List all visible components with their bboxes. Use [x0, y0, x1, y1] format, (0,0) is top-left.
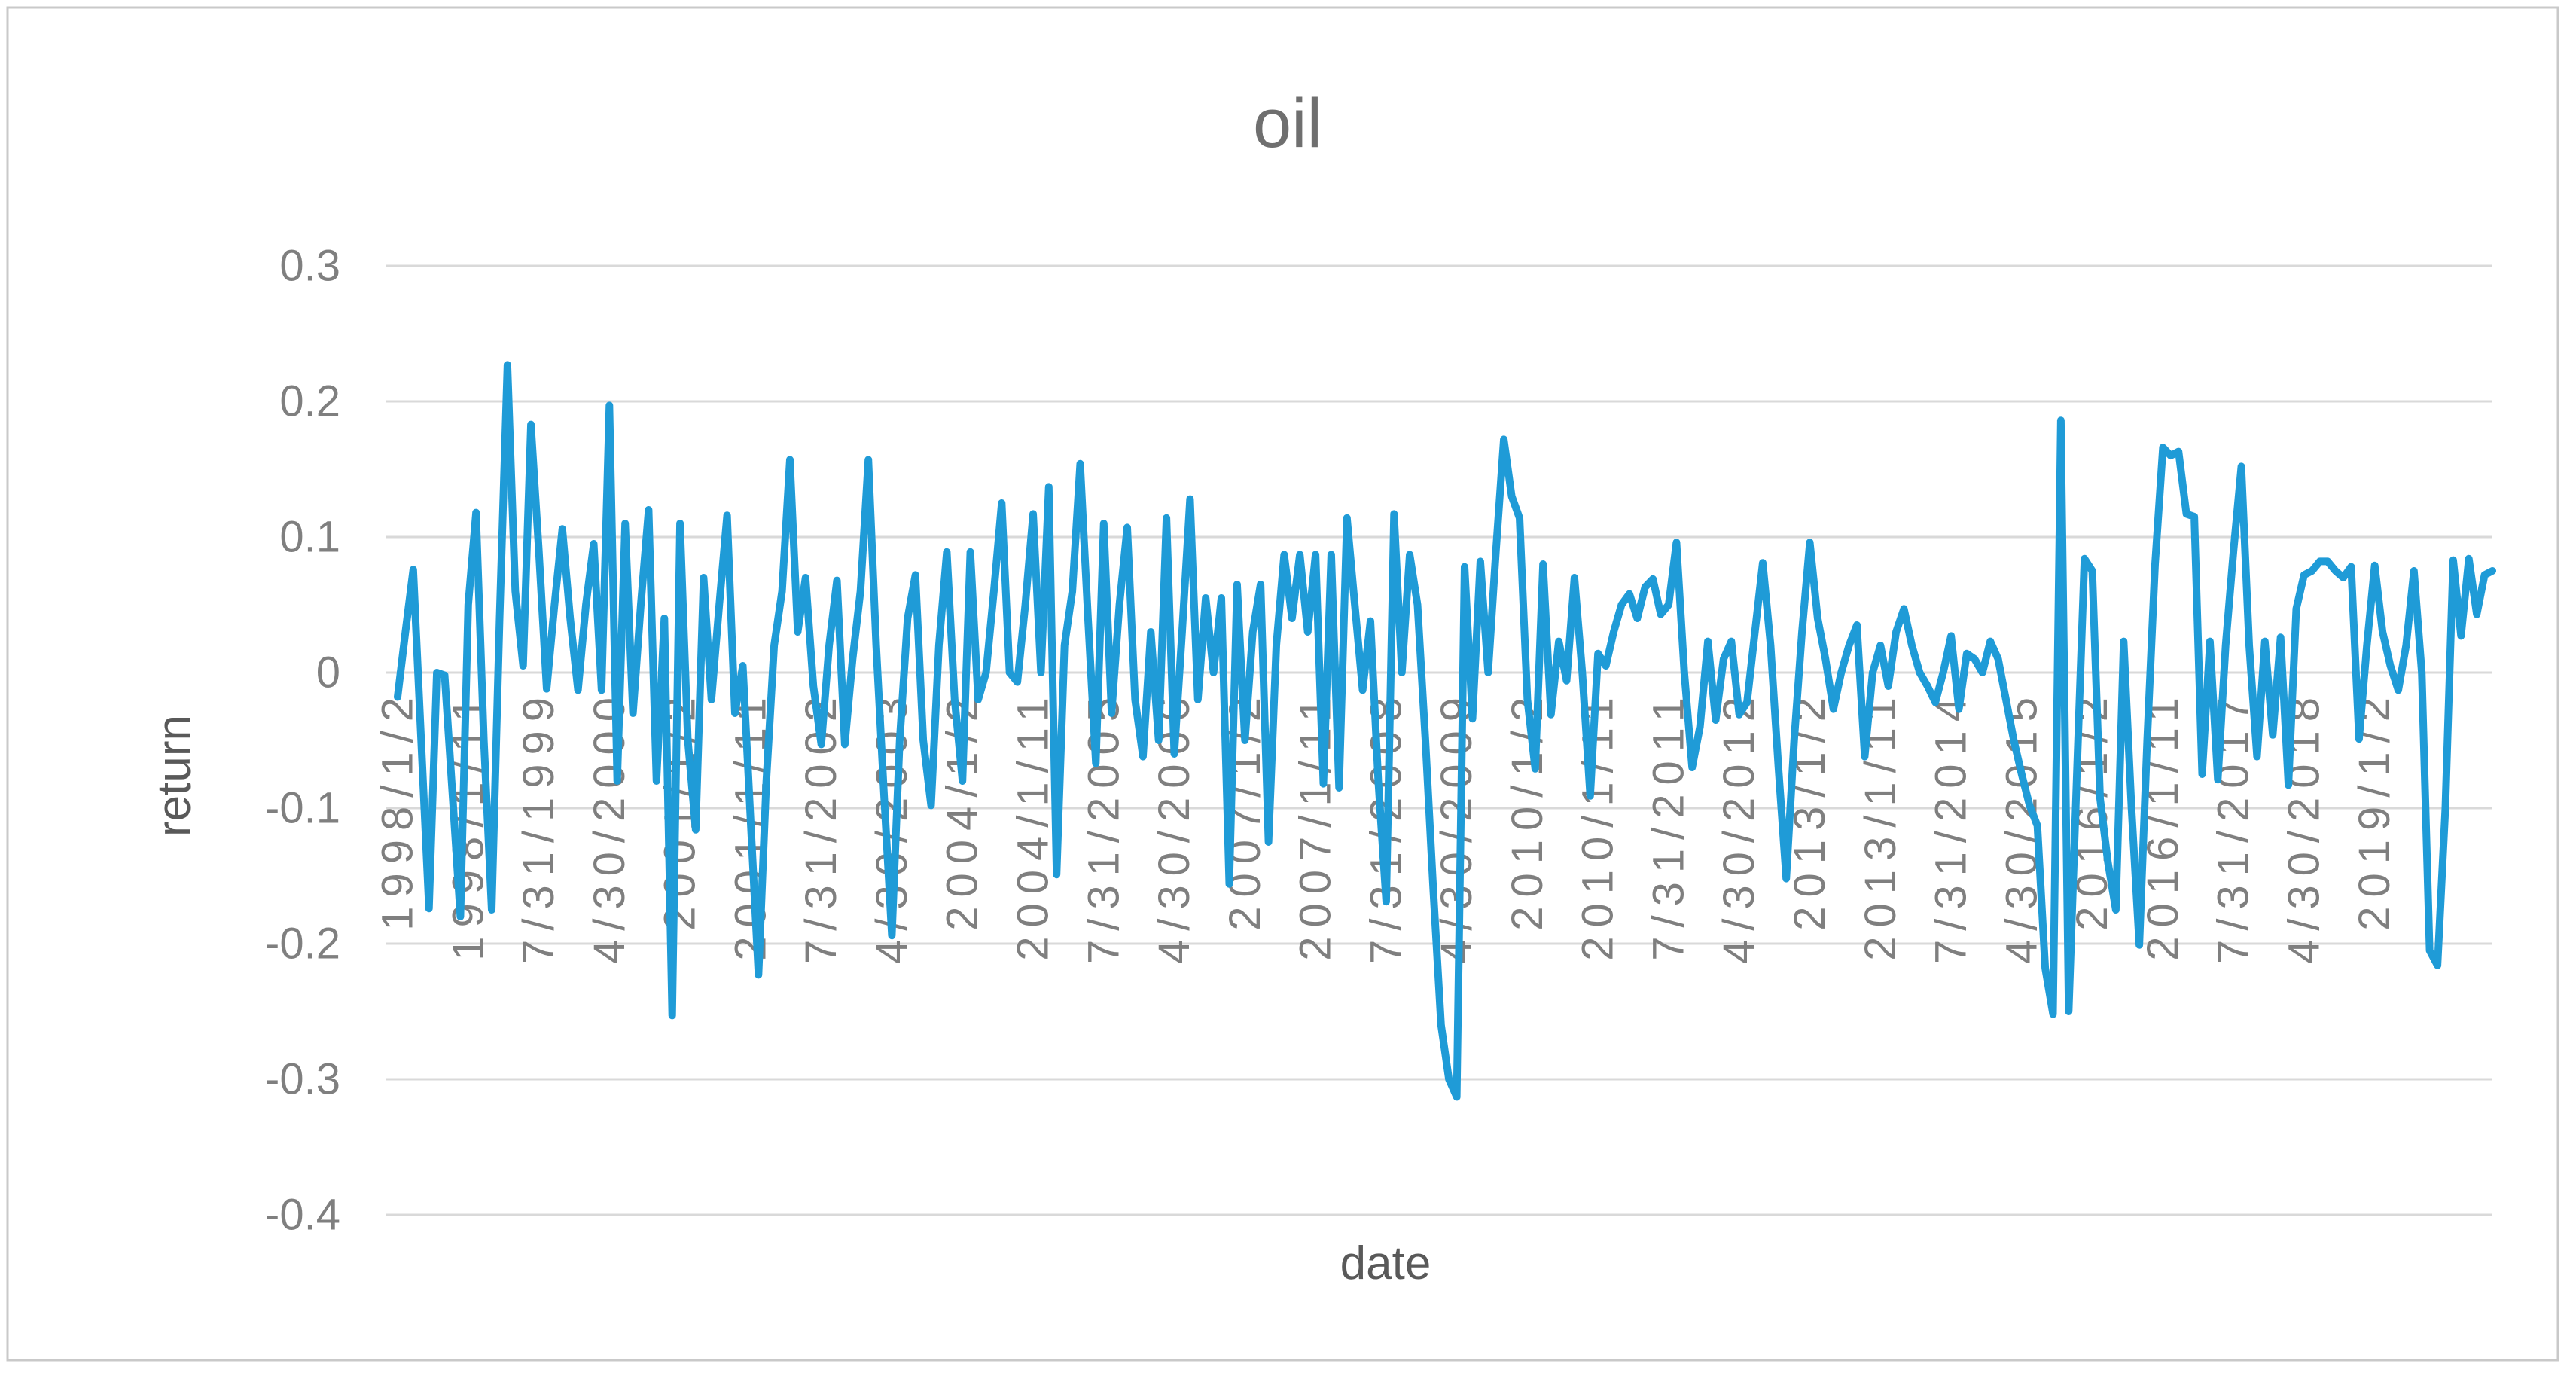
y-tick-label: -0.2	[265, 920, 340, 969]
y-axis-title: return	[148, 715, 200, 837]
x-tick-label: 1998/1/2	[373, 688, 422, 931]
y-axis-tick-labels: 0.3 0.2 0.1 0 -0.1 -0.2 -0.3 -0.4	[265, 242, 340, 1240]
x-tick-label: 2007/1/11	[1291, 688, 1340, 961]
oil-series-line	[394, 361, 2496, 1101]
x-tick-label: 7/31/2005	[1079, 688, 1128, 964]
y-tick-label: 0.1	[279, 513, 340, 562]
x-tick-label: 4/30/2000	[585, 688, 634, 964]
y-tick-label: 0.3	[279, 242, 340, 291]
chart-border	[6, 6, 2559, 1362]
y-tick-label: -0.4	[265, 1191, 340, 1240]
chart-title: oil	[1253, 85, 1322, 162]
x-tick-label: 2010/1/11	[1574, 688, 1623, 961]
x-axis-title: date	[1340, 1237, 1431, 1289]
y-tick-label: 0	[316, 648, 340, 697]
x-tick-label: 2004/1/11	[1008, 688, 1057, 961]
y-tick-label: 0.2	[279, 377, 340, 426]
x-axis-tick-labels: 1998/1/2 1998/1/11 7/31/1999 4/30/2000 2001/…	[373, 688, 2400, 964]
y-tick-label: -0.3	[265, 1055, 340, 1104]
x-tick-label: 7/31/2011	[1644, 688, 1693, 961]
x-tick-label: 7/31/2014	[1927, 688, 1976, 964]
y-tick-label: -0.1	[265, 784, 340, 833]
x-tick-label: 4/30/2012	[1715, 688, 1764, 964]
x-tick-label: 7/31/1999	[514, 688, 563, 964]
